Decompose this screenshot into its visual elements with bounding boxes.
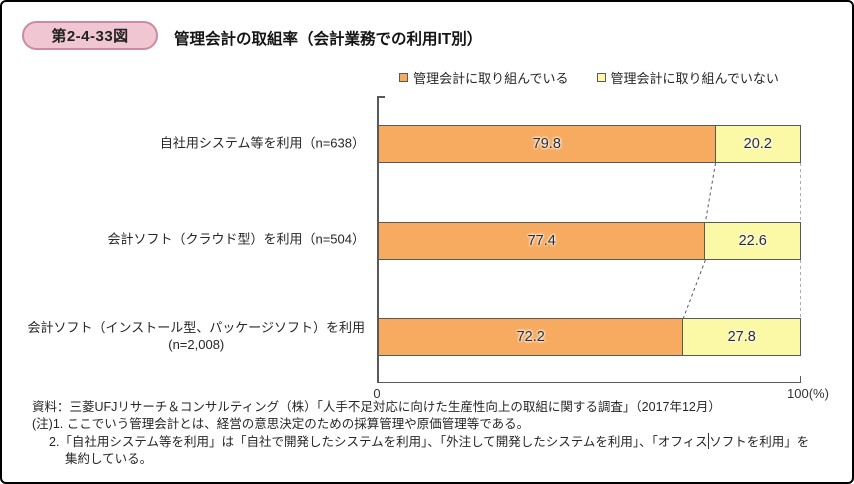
chart-legend: 管理会計に取り組んでいる 管理会計に取り組んでいない <box>377 68 801 87</box>
bar-value: 79.8 <box>532 136 561 152</box>
note-2-line-1: 2.「自社用システム等を利用」は「自社で開発したシステムを利用」、「外注して開発… <box>32 433 809 451</box>
note-2-line-2: 集約している。 <box>65 452 153 466</box>
note-2-text-a: 2.「自社用システム等を利用」は「自社で開発したシステムを利用」、「外注して開発… <box>49 435 708 449</box>
plot-area: 79.8 20.2 77.4 22.6 72.2 27.8 <box>377 96 801 383</box>
bar-segment-engaged-3: 72.2 <box>378 318 684 356</box>
x-axis-label-min: 0 <box>373 386 381 401</box>
legend-swatch-yellow-icon <box>596 73 606 82</box>
text-cursor[interactable] <box>707 433 710 449</box>
bar-value: 72.2 <box>516 329 545 345</box>
legend-label-no: 管理会計に取り組んでいない <box>610 71 779 86</box>
bar-segment-not-engaged-3: 27.8 <box>682 318 801 356</box>
bar-row-3: 72.2 27.8 <box>378 318 801 356</box>
figure-title: 管理会計の取組率（会計業務での利用IT別） <box>174 31 483 48</box>
source-note: 資料：三菱UFJリサーチ＆コンサルティング（株）「人手不足対応に向けた生産性向上… <box>32 400 721 414</box>
bar-value: 20.2 <box>743 136 772 152</box>
bar-segment-not-engaged-2: 22.6 <box>704 222 801 260</box>
y-axis-line <box>377 96 379 382</box>
note-2-text-b: ソフトを利用」を <box>709 435 810 449</box>
x-axis-right-tick <box>799 376 801 383</box>
x-axis-line <box>377 381 801 383</box>
figure-number-label: 第2-4-33図 <box>51 28 129 45</box>
legend-swatch-orange-icon <box>399 73 409 82</box>
x-axis-label-max: 100(%) <box>787 386 829 401</box>
footnotes: 資料：三菱UFJリサーチ＆コンサルティング（株）「人手不足対応に向けた生産性向上… <box>32 399 809 468</box>
category-label-2: 会計ソフト（クラウド型）を利用（n=504） <box>107 231 365 247</box>
bar-segment-engaged-2: 77.4 <box>378 222 706 260</box>
legend-item-no: 管理会計に取り組んでいない <box>596 68 779 87</box>
legend-label-yes: 管理会計に取り組んでいる <box>413 71 569 86</box>
bar-value: 77.4 <box>527 233 556 249</box>
figure-number-badge: 第2-4-33図 <box>22 21 158 50</box>
bar-value: 27.8 <box>727 329 756 345</box>
category-label-1: 自社用システム等を利用（n=638） <box>159 135 365 151</box>
bar-segment-not-engaged-1: 20.2 <box>714 125 801 163</box>
legend-item-yes: 管理会計に取り組んでいる <box>399 68 569 87</box>
bar-value: 22.6 <box>738 233 767 249</box>
y-axis-top-tick <box>377 96 385 98</box>
bar-row-1: 79.8 20.2 <box>378 125 801 163</box>
bar-segment-engaged-1: 79.8 <box>378 125 716 163</box>
bar-row-2: 77.4 22.6 <box>378 222 801 260</box>
note-1: (注)1. ここでいう管理会計とは、経営の意思決定のための採算管理や原価管理等で… <box>32 417 530 431</box>
category-label-3: 会計ソフト（インストール型、パッケージソフト）を利用 (n=2,008) <box>27 320 365 352</box>
